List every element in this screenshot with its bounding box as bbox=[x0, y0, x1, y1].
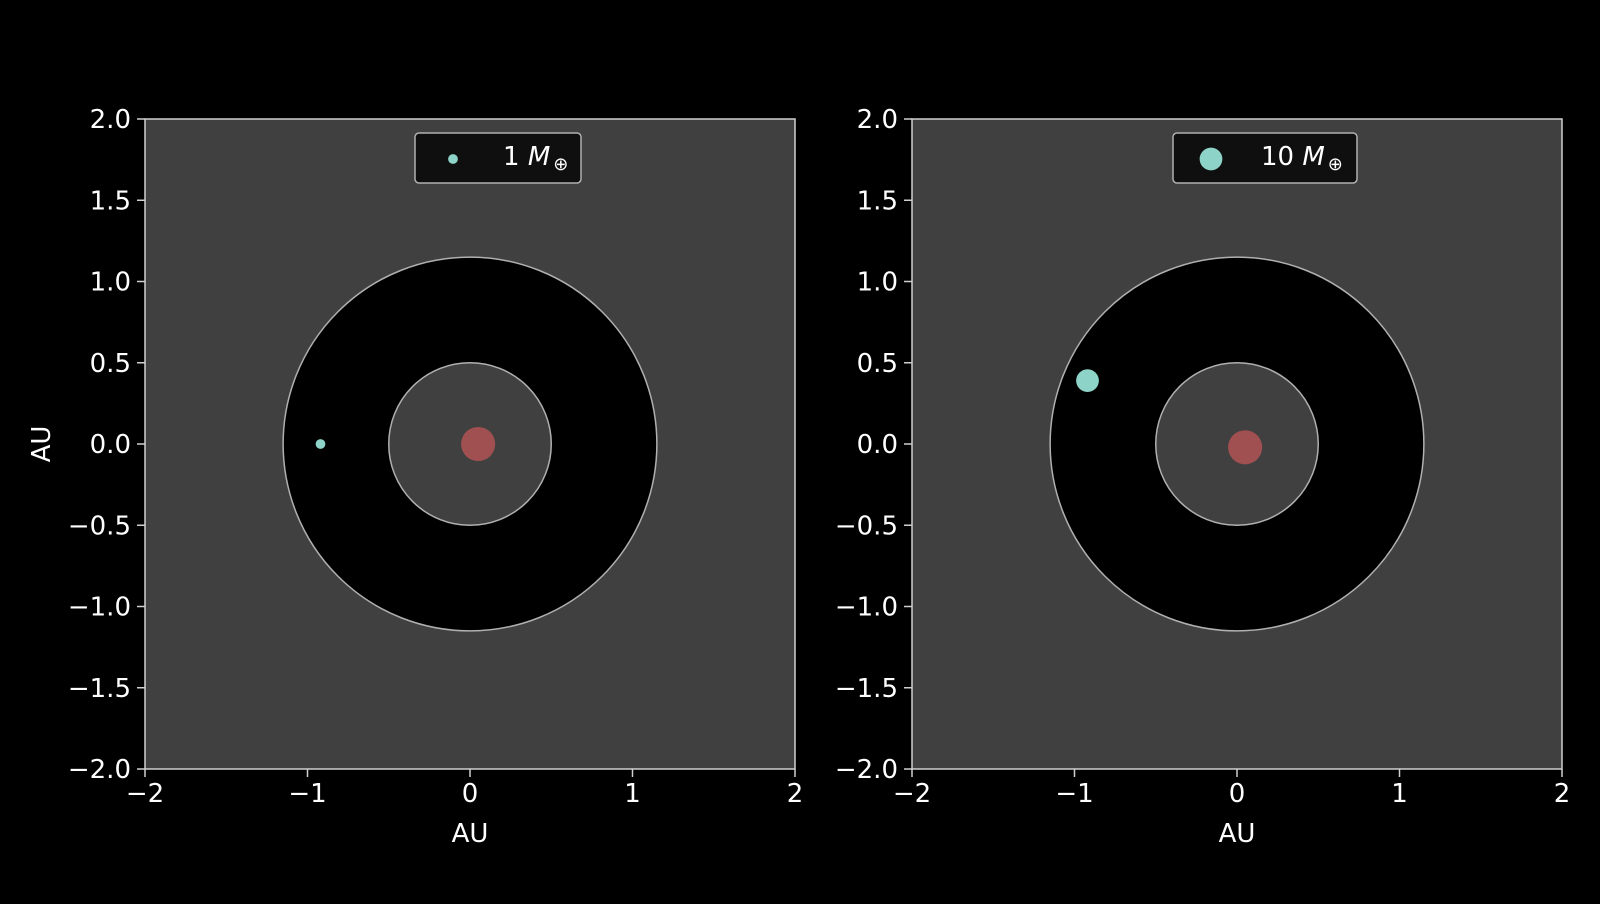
y-tick-label: 0.0 bbox=[90, 430, 131, 460]
legend: 10 M ⊕ bbox=[1172, 132, 1358, 184]
plot-content bbox=[282, 256, 658, 632]
x-tick-label: 2 bbox=[787, 779, 804, 809]
legend-subscript: ⊕ bbox=[1328, 154, 1343, 175]
y-tick-label: 0.5 bbox=[90, 349, 131, 379]
x-tick-label: −2 bbox=[126, 779, 164, 809]
legend-marker bbox=[1199, 147, 1223, 171]
y-tick-label: −1.5 bbox=[68, 674, 131, 704]
plot-content bbox=[1049, 256, 1425, 632]
x-axis-label: AU bbox=[452, 819, 489, 849]
legend: 1 M ⊕ bbox=[414, 132, 582, 184]
legend-subscript: ⊕ bbox=[553, 154, 568, 175]
x-tick-label: 1 bbox=[624, 779, 641, 809]
y-axis-label: AU bbox=[27, 426, 57, 463]
legend-box bbox=[414, 132, 582, 184]
star-point bbox=[461, 426, 496, 462]
planet-point bbox=[1076, 369, 1099, 392]
x-tick-label: −1 bbox=[288, 779, 326, 809]
legend-symbol: M bbox=[528, 142, 550, 172]
y-tick-label: −2.0 bbox=[68, 755, 131, 785]
legend-label: 10 M ⊕ bbox=[1261, 142, 1343, 175]
x-tick-label: −2 bbox=[893, 779, 931, 809]
subplot-1: −2 −1 0 1 2 −2.0 −1.5 −1.0 −0.5 0.0 0.5 1.0 1.5 2.0 AU… bbox=[27, 105, 803, 849]
x-tick-label: 1 bbox=[1391, 779, 1408, 809]
x-tick-label: −1 bbox=[1055, 779, 1093, 809]
y-tick-label: −1.0 bbox=[68, 593, 131, 623]
y-tick-label: −0.5 bbox=[68, 511, 131, 541]
x-tick-label: 2 bbox=[1554, 779, 1571, 809]
y-tick-label: 0.5 bbox=[857, 349, 898, 379]
y-tick-label: −0.5 bbox=[835, 511, 898, 541]
legend-number: 10 bbox=[1261, 142, 1302, 172]
y-tick-label: 1.5 bbox=[90, 186, 131, 216]
y-tick-label: −2.0 bbox=[835, 755, 898, 785]
legend-marker bbox=[448, 154, 458, 164]
legend-number: 1 bbox=[503, 142, 528, 172]
planet-point bbox=[315, 439, 326, 449]
y-tick-label: −1.0 bbox=[835, 593, 898, 623]
legend-label: 1 M ⊕ bbox=[503, 142, 568, 175]
subplot-2: −2 −1 0 1 2 −2.0 −1.5 −1.0 −0.5 0.0 0.5 1.0 1.5 2.0 AU… bbox=[835, 105, 1570, 849]
x-tick-label: 0 bbox=[462, 779, 479, 809]
y-tick-label: 1.5 bbox=[857, 186, 898, 216]
y-tick-label: 0.0 bbox=[857, 430, 898, 460]
y-tick-label: 1.0 bbox=[857, 268, 898, 298]
x-tick-label: 0 bbox=[1229, 779, 1246, 809]
y-tick-label: 2.0 bbox=[857, 105, 898, 135]
legend-symbol: M bbox=[1302, 142, 1324, 172]
star-point bbox=[1228, 430, 1263, 465]
y-tick-label: 2.0 bbox=[90, 105, 131, 135]
x-axis-label: AU bbox=[1219, 819, 1256, 849]
y-tick-label: −1.5 bbox=[835, 674, 898, 704]
y-tick-label: 1.0 bbox=[90, 268, 131, 298]
legend-box bbox=[1172, 132, 1358, 184]
